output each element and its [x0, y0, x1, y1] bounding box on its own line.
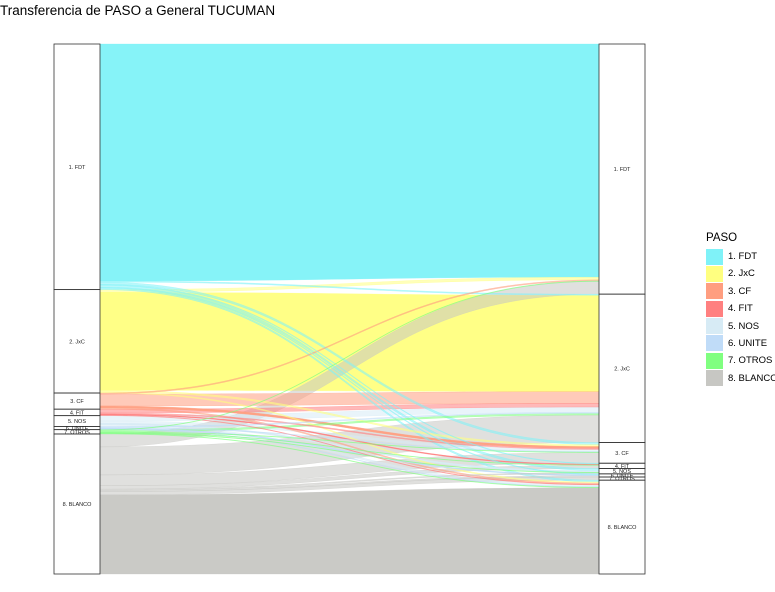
flow-1-fdt-to-1-fdt [99, 43, 600, 282]
legend-label: 5. NOS [728, 320, 760, 332]
legend-label: 8. BLANCO [728, 372, 775, 384]
source-stratum-label-1-fdt: 1. FDT [69, 165, 86, 171]
target-stratum-label-2-jxc: 2. JxC [614, 366, 630, 372]
legend-swatch [706, 283, 723, 300]
legend-item-6-unite: 6. UNITE [706, 335, 775, 352]
legend-item-7-otros: 7. OTROS [706, 352, 775, 369]
legend-item-1-fdt: 1. FDT [706, 248, 775, 265]
source-stratum-label-8-blanco: 8. BLANCO [63, 502, 92, 508]
flow-8-blanco-to-8-blanco [99, 487, 600, 575]
legend-item-3-cf: 3. CF [706, 283, 775, 300]
source-stratum-8-blanco [53, 433, 101, 575]
legend-label: 7. OTROS [728, 355, 773, 367]
legend-item-2-jxc: 2. JxC [706, 265, 775, 282]
legend-item-4-fit: 4. FIT [706, 300, 775, 317]
legend-item-5-nos: 5. NOS [706, 318, 775, 335]
legend: PASO 1. FDT 2. JxC 3. CF 4. FIT 5. NOS 6. UNI… [706, 232, 775, 387]
source-stratum-label-3-cf: 3. CF [70, 399, 84, 405]
target-stratum-label-3-cf: 3. CF [615, 451, 629, 457]
legend-swatch [706, 318, 723, 335]
legend-swatch [706, 265, 723, 282]
legend-label: 4. FIT [728, 303, 753, 315]
stratum-column-bg [54, 44, 100, 574]
legend-title: PASO [706, 232, 738, 244]
legend-items: 1. FDT 2. JxC 3. CF 4. FIT 5. NOS 6. UNITE 7. … [706, 248, 775, 387]
legend-item-8-blanco: 8. BLANCO [706, 370, 775, 387]
target-stratum-label-5-nos: 5. NOS [613, 469, 631, 475]
legend-swatch [706, 300, 723, 317]
legend-swatch [706, 335, 723, 352]
source-stratum-label-2-jxc: 2. JxC [69, 339, 85, 345]
source-stratum-label-6-unite: 6. UNITE [66, 426, 89, 432]
chart-title: Transferencia de PASO a General TUCUMAN [0, 3, 276, 18]
source-stratum-label-5-nos: 5. NOS [68, 419, 86, 425]
legend-label: 6. UNITE [728, 337, 768, 349]
source-stratum-label-7-otros: 7. OTROS [64, 430, 90, 436]
stratum-column-bg [599, 44, 645, 574]
target-stratum-label-4-fit: 4. FIT [615, 464, 630, 470]
legend-label: 2. JxC [728, 268, 755, 280]
target-stratum-label-6-unite: 6. UNITE [611, 473, 634, 479]
legend-label: 3. CF [728, 285, 752, 297]
flows [99, 43, 600, 575]
legend-swatch [706, 352, 723, 369]
target-stratum-8-blanco [598, 479, 646, 575]
legend-swatch [706, 370, 723, 387]
target-stratum-label-1-fdt: 1. FDT [614, 167, 631, 173]
legend-label: 1. FDT [728, 251, 758, 262]
legend-swatch [706, 248, 723, 265]
target-stratum-label-7-otros: 7. OTROS [609, 477, 635, 483]
source-stratum-label-4-fit: 4. FIT [70, 410, 85, 416]
target-stratum-label-8-blanco: 8. BLANCO [608, 525, 637, 531]
